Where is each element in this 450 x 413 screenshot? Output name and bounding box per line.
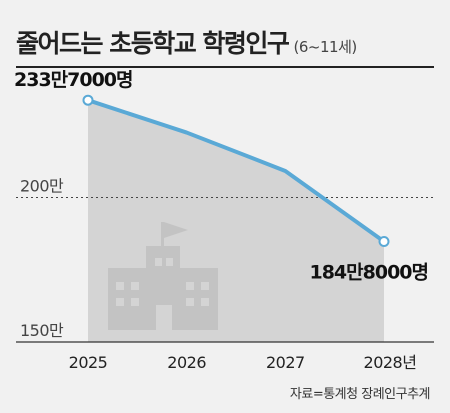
chart-title: 줄어드는 초등학교 학령인구 (6~11세) — [16, 24, 357, 60]
x-tick-label: 2028년 — [364, 353, 417, 372]
y-tick-label: 200만 — [20, 177, 64, 196]
series-line — [86, 98, 386, 244]
title-rule — [16, 66, 434, 68]
x-tick-label: 2026 — [167, 353, 206, 372]
title-unit: (6~11세) — [293, 38, 358, 56]
school-building-icon — [108, 222, 218, 330]
data-point-2028 — [378, 235, 390, 247]
x-tick-label: 2027 — [266, 353, 305, 372]
data-label-2028: 184만8000명 — [309, 261, 428, 283]
data-point-2025 — [82, 94, 94, 106]
x-tick-label: 2025 — [69, 353, 108, 372]
y-tick-label: 150만 — [20, 321, 64, 340]
title-main: 줄어드는 초등학교 학령인구 — [16, 29, 290, 58]
source-note: 자료=통계청 장례인구추계 — [289, 387, 431, 402]
data-label-2025: 233만7000명 — [14, 69, 133, 91]
